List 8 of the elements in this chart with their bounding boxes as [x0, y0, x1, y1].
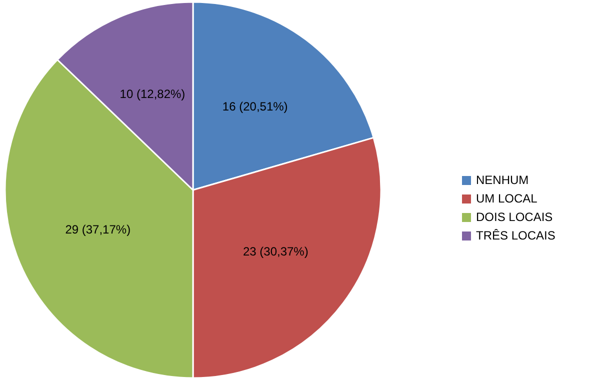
- data-label: 10 (12,82%): [120, 87, 186, 102]
- legend-label: NENHUM: [476, 173, 529, 188]
- legend-label: DOIS LOCAIS: [476, 210, 553, 224]
- legend-label: TRÊS LOCAIS: [476, 228, 556, 243]
- data-label: 16 (20,51%): [222, 100, 288, 114]
- legend-label: UM LOCAL: [476, 192, 538, 206]
- data-label: 23 (30,37%): [242, 244, 308, 258]
- data-label: 29 (37,17%): [65, 222, 131, 237]
